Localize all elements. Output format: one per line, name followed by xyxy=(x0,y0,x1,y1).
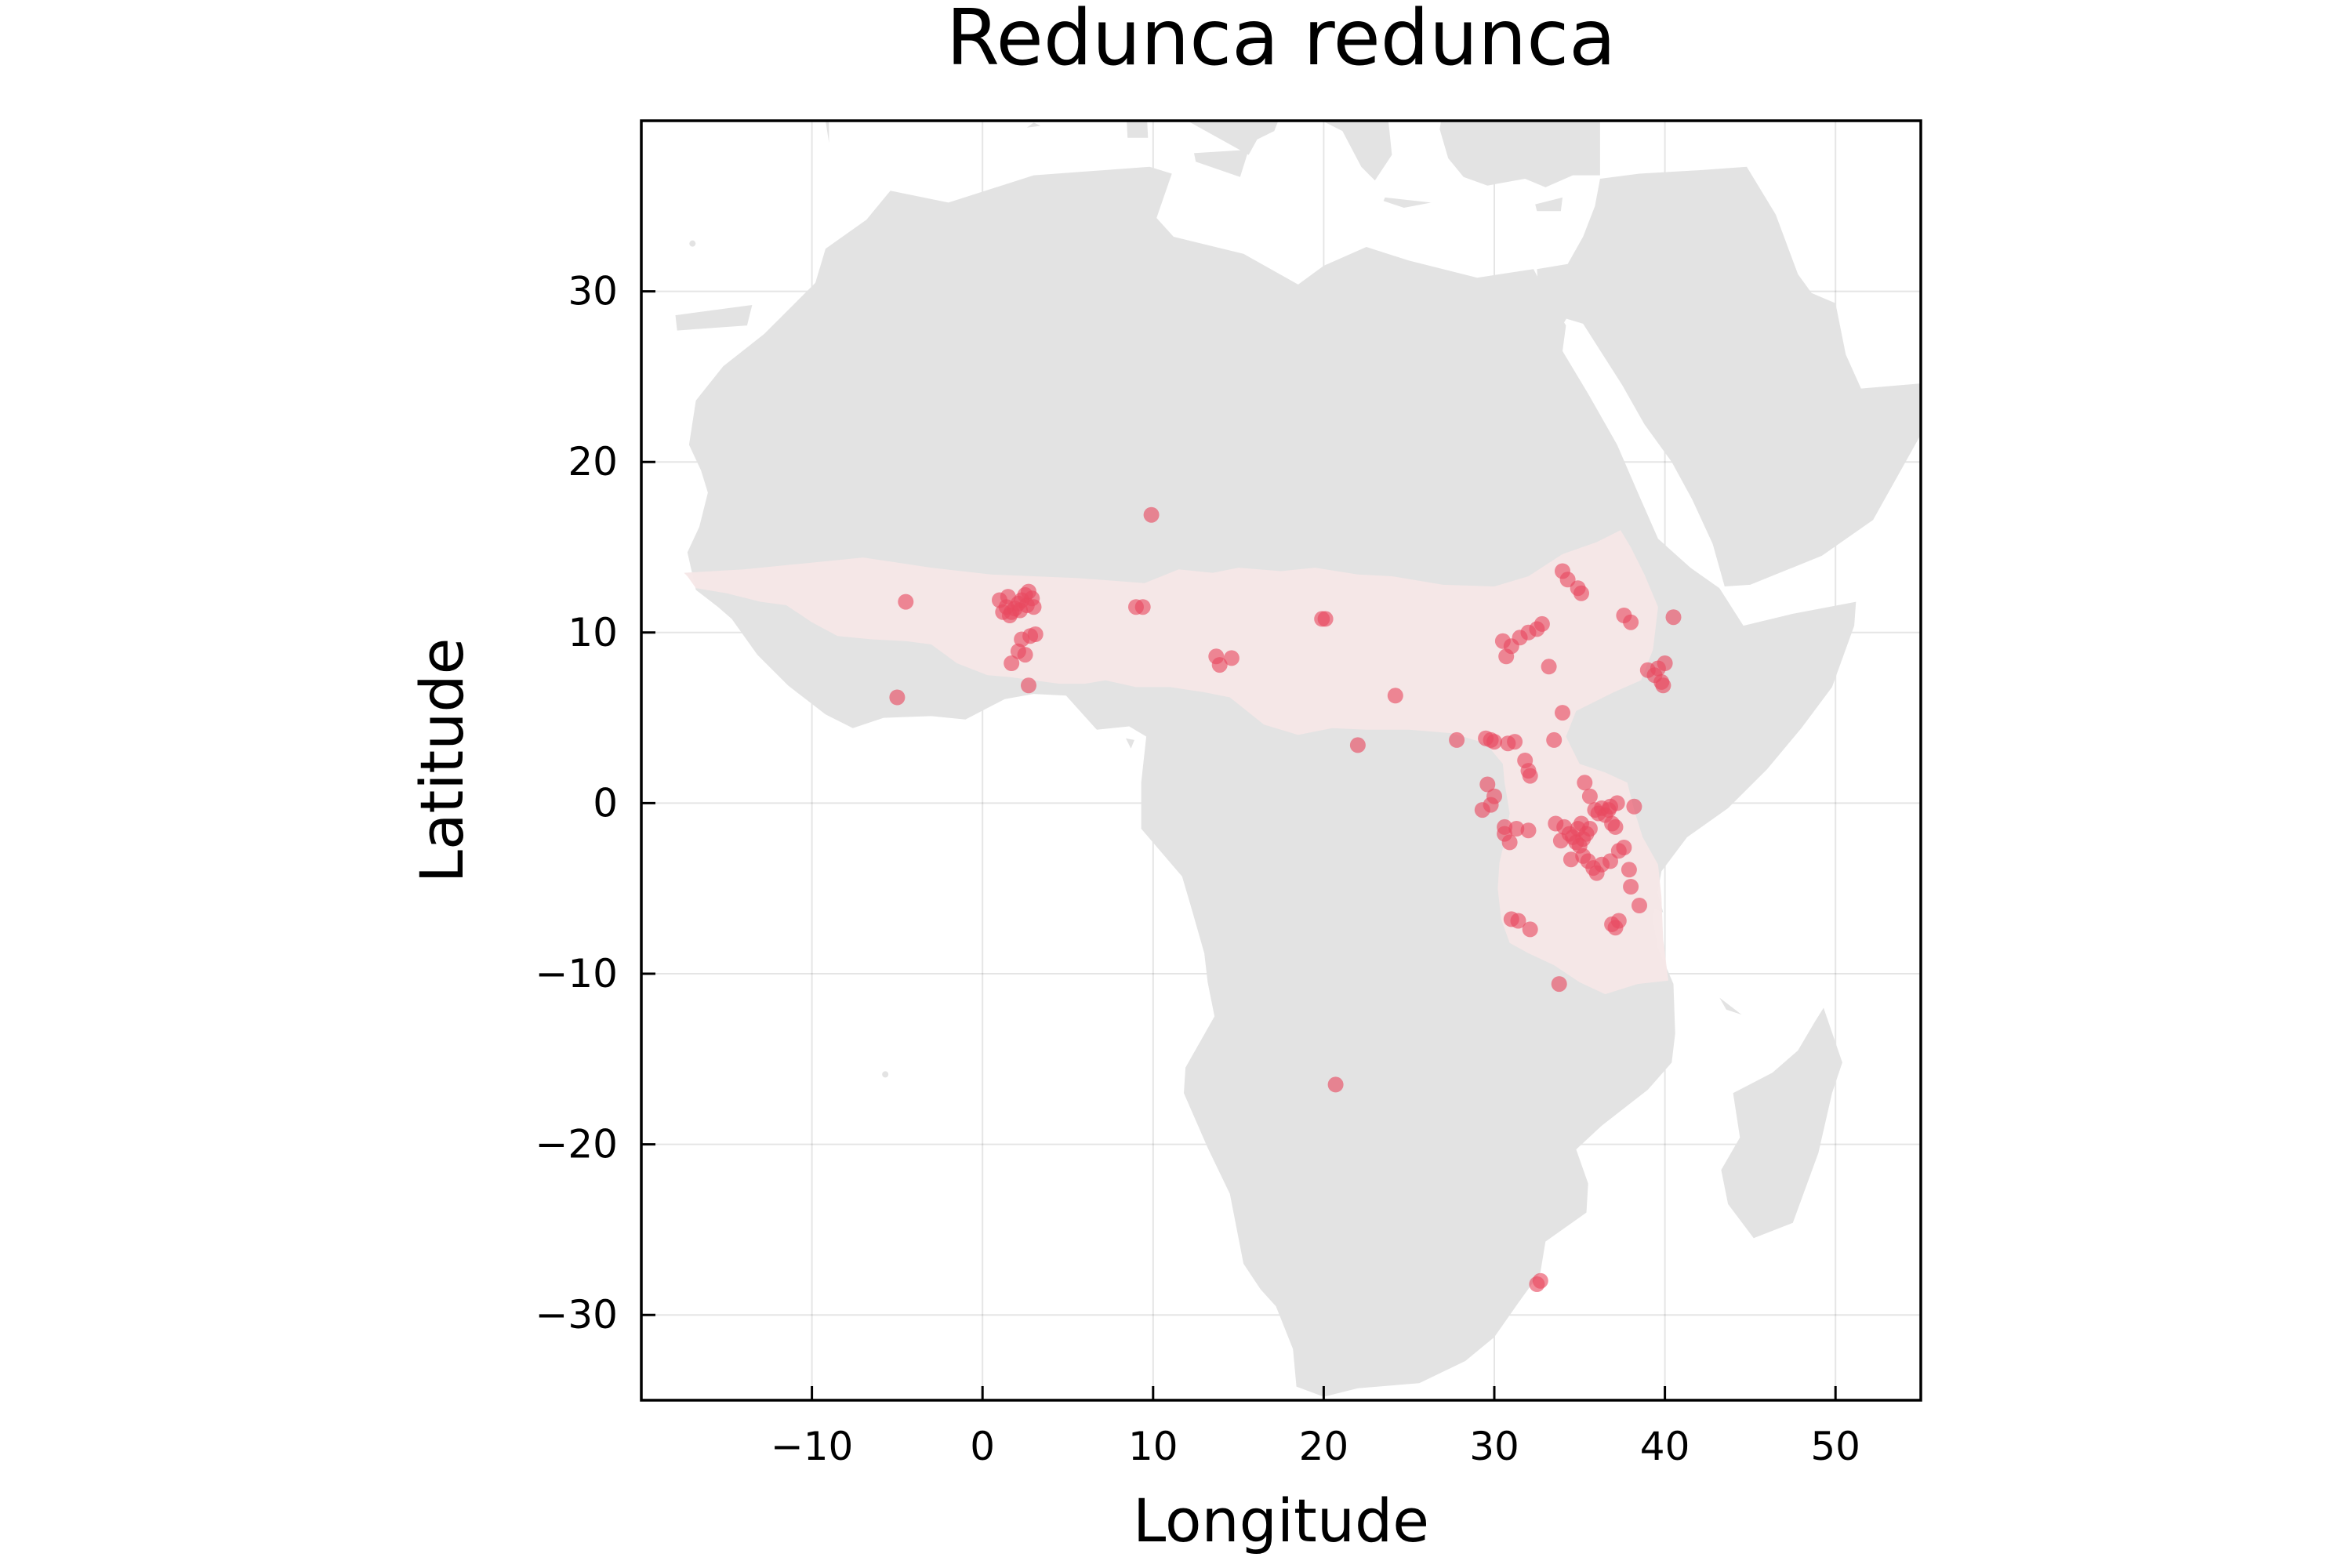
occurrence-point xyxy=(1000,589,1016,605)
occurrence-point xyxy=(1541,659,1557,675)
x-tick-label: −10 xyxy=(771,1424,854,1469)
occurrence-points xyxy=(889,506,1682,1292)
occurrence-point xyxy=(1027,626,1044,642)
y-tick-label: 20 xyxy=(568,439,618,485)
occurrence-point xyxy=(1529,1276,1545,1292)
y-axis-label: Latitude xyxy=(407,638,477,884)
occurrence-point xyxy=(1211,657,1228,673)
land-island xyxy=(1383,197,1432,208)
x-axis-ticks: −10 0 10 20 30 40 50 xyxy=(771,1386,1860,1469)
occurrence-point xyxy=(1581,788,1598,804)
land-island xyxy=(1719,997,1742,1015)
land-africa xyxy=(687,166,1857,1397)
occurrence-point xyxy=(1520,822,1537,839)
occurrence-point xyxy=(1577,775,1593,791)
occurrence-point xyxy=(1555,705,1570,721)
occurrence-point xyxy=(1510,913,1526,929)
x-tick-label: 30 xyxy=(1469,1424,1519,1469)
y-axis-ticks: −30 −20 −10 0 10 20 30 xyxy=(535,269,655,1338)
occurrence-point xyxy=(1548,815,1564,832)
occurrence-point xyxy=(1387,688,1403,704)
land-island xyxy=(882,1071,889,1078)
occurrence-point xyxy=(1610,913,1627,929)
occurrence-point xyxy=(1474,802,1490,818)
land-island xyxy=(1127,121,1149,138)
x-tick-label: 0 xyxy=(970,1424,995,1469)
occurrence-point xyxy=(1522,921,1538,938)
occurrence-point xyxy=(1626,798,1642,815)
occurrence-point xyxy=(1004,604,1020,620)
y-tick-label: −10 xyxy=(535,951,618,996)
x-axis-label: Longitude xyxy=(1133,1486,1429,1555)
land-island xyxy=(1535,197,1563,212)
species-range xyxy=(684,530,1668,995)
occurrence-point xyxy=(1508,821,1525,837)
occurrence-point xyxy=(1479,776,1496,793)
occurrence-point xyxy=(1349,737,1366,753)
occurrence-point xyxy=(1607,818,1624,835)
occurrence-point xyxy=(1014,631,1030,648)
occurrence-point xyxy=(1657,655,1673,671)
occurrence-point xyxy=(1632,898,1647,913)
x-tick-label: 20 xyxy=(1299,1424,1349,1469)
occurrence-point xyxy=(1546,731,1563,748)
occurrence-point xyxy=(1486,734,1502,750)
occurrence-point xyxy=(898,593,914,610)
plot-frame xyxy=(640,119,1922,1402)
land-island xyxy=(689,240,696,247)
occurrence-point xyxy=(1449,731,1465,748)
y-tick-label: −20 xyxy=(535,1122,618,1167)
occurrence-point xyxy=(1616,840,1632,855)
chart-title: Redunca redunca xyxy=(946,0,1616,83)
occurrence-point xyxy=(1327,1076,1344,1093)
occurrence-point xyxy=(1655,677,1671,694)
land-arabia xyxy=(1537,166,1921,587)
occurrence-point xyxy=(1021,677,1036,694)
occurrence-point xyxy=(889,689,906,706)
occurrence-point xyxy=(1573,585,1589,601)
land-madagascar xyxy=(1721,1007,1842,1239)
occurrence-point xyxy=(1501,834,1518,851)
occurrence-point xyxy=(1223,650,1240,666)
occurrence-point xyxy=(1025,599,1042,615)
y-tick-label: 30 xyxy=(568,269,618,314)
basemap xyxy=(675,121,1921,1397)
y-tick-label: 0 xyxy=(593,780,618,826)
x-tick-label: 10 xyxy=(1128,1424,1178,1469)
occurrence-point xyxy=(1551,976,1567,993)
occurrence-point xyxy=(1665,609,1682,626)
occurrence-point xyxy=(1623,879,1639,895)
y-tick-label: 10 xyxy=(568,610,618,655)
occurrence-point xyxy=(1563,851,1579,868)
occurrence-point xyxy=(1522,768,1538,784)
occurrence-point xyxy=(1143,506,1160,523)
occurrence-point xyxy=(1317,611,1334,627)
range-layer xyxy=(684,530,1668,995)
occurrence-point xyxy=(1552,833,1569,849)
y-tick-label: −30 xyxy=(535,1292,618,1338)
land-island xyxy=(1194,150,1249,177)
occurrence-point xyxy=(1570,821,1586,837)
occurrence-point xyxy=(1623,614,1639,630)
x-tick-label: 40 xyxy=(1640,1424,1690,1469)
land-island xyxy=(675,305,753,331)
occurrence-point xyxy=(1609,795,1625,811)
land-island xyxy=(1126,738,1134,749)
x-tick-label: 50 xyxy=(1810,1424,1860,1469)
occurrence-point xyxy=(1507,734,1523,750)
occurrence-point xyxy=(1534,615,1550,632)
occurrence-point xyxy=(1134,599,1151,615)
occurrence-point xyxy=(1010,643,1026,659)
land-europe xyxy=(826,121,1600,187)
occurrence-point xyxy=(1004,655,1020,671)
land-island xyxy=(1026,122,1041,128)
occurrence-point xyxy=(1621,862,1637,878)
